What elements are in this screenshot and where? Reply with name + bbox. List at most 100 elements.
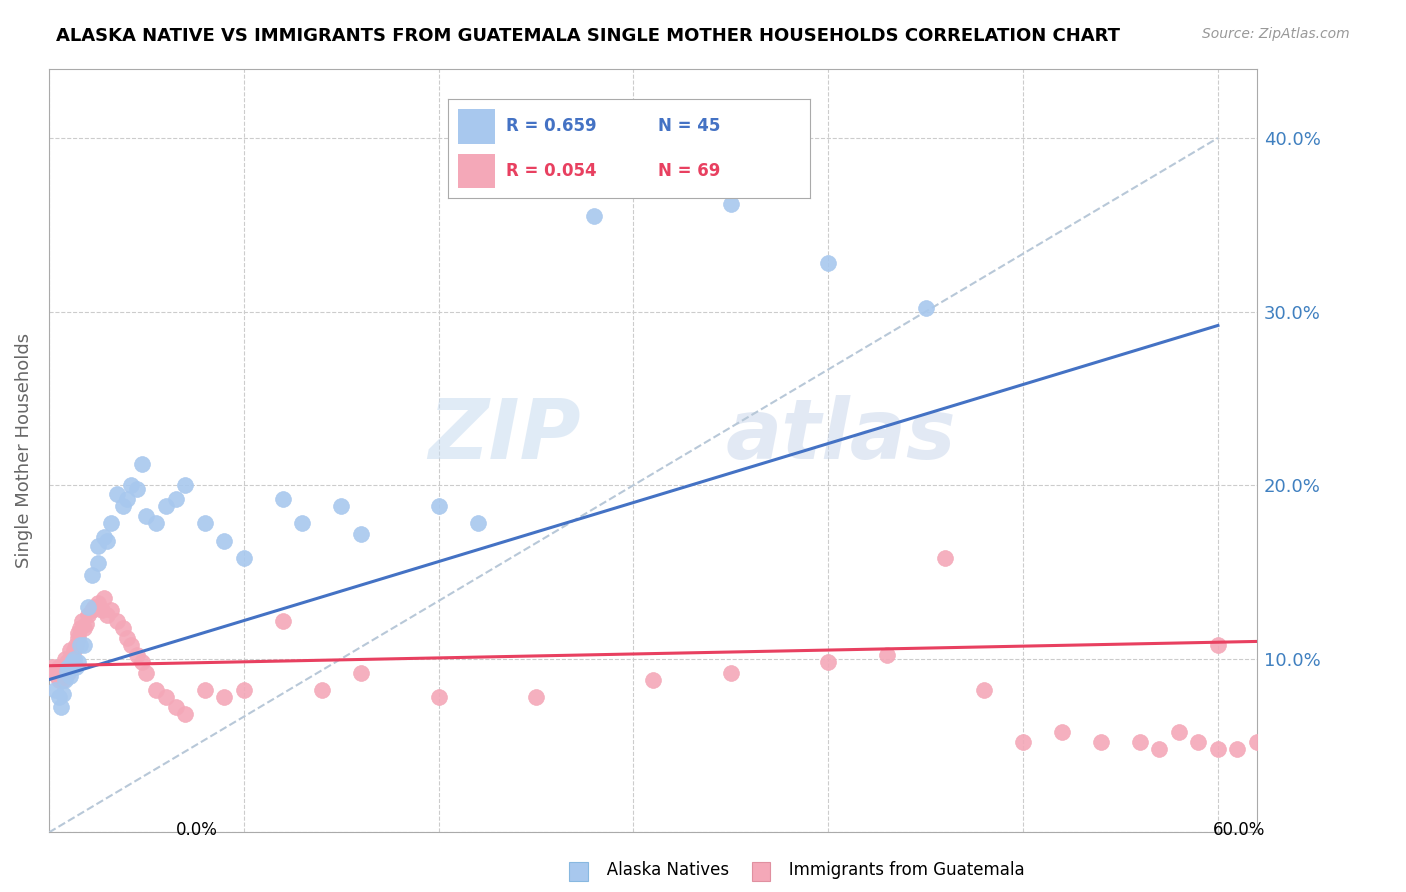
Point	[125, 648, 148, 663]
Point	[96, 608, 118, 623]
Text: Source: ZipAtlas.com: Source: ZipAtlas.com	[1202, 27, 1350, 41]
Point	[65, 660, 87, 674]
Point	[131, 655, 153, 669]
Point	[49, 700, 72, 714]
Point	[720, 197, 742, 211]
Point	[59, 669, 82, 683]
Point	[65, 638, 87, 652]
Point	[100, 516, 122, 531]
Point	[135, 509, 157, 524]
Point	[125, 482, 148, 496]
Point	[271, 614, 294, 628]
Point	[1090, 735, 1112, 749]
Point	[93, 530, 115, 544]
Y-axis label: Single Mother Households: Single Mother Households	[15, 333, 32, 568]
Point	[135, 665, 157, 680]
Point	[111, 621, 134, 635]
Point	[165, 700, 187, 714]
Point	[155, 499, 177, 513]
Point	[80, 568, 103, 582]
Point	[1246, 735, 1268, 749]
Point	[174, 478, 197, 492]
Point	[58, 665, 80, 680]
Point	[86, 539, 108, 553]
Point	[271, 491, 294, 506]
Point	[934, 551, 956, 566]
Point	[58, 660, 80, 674]
Point	[90, 603, 112, 617]
Point	[1129, 735, 1152, 749]
Point	[427, 499, 450, 513]
Point	[77, 599, 100, 614]
Point	[427, 690, 450, 704]
Point	[720, 665, 742, 680]
Point	[876, 648, 898, 663]
Text: Immigrants from Guatemala: Immigrants from Guatemala	[773, 861, 1025, 879]
Point	[49, 665, 72, 680]
Point	[1285, 735, 1308, 749]
Point	[93, 591, 115, 605]
Point	[100, 603, 122, 617]
Point	[83, 599, 105, 614]
Point	[1012, 735, 1035, 749]
Point	[120, 638, 142, 652]
Point	[53, 652, 76, 666]
Point	[174, 707, 197, 722]
Point	[44, 665, 66, 680]
Point	[48, 690, 70, 704]
Text: 60.0%: 60.0%	[1213, 821, 1265, 838]
Point	[52, 673, 75, 687]
Point	[350, 526, 373, 541]
Point	[973, 683, 995, 698]
Point	[53, 660, 76, 674]
Point	[55, 655, 77, 669]
Point	[52, 686, 75, 700]
Point	[214, 533, 236, 548]
Point	[1206, 638, 1229, 652]
Point	[1149, 742, 1171, 756]
Point	[70, 614, 93, 628]
Point	[145, 683, 167, 698]
Point	[1050, 724, 1073, 739]
Point	[817, 655, 839, 669]
Point	[55, 664, 77, 678]
Text: atlas: atlas	[725, 394, 956, 475]
Point	[214, 690, 236, 704]
Point	[291, 516, 314, 531]
Point	[914, 301, 936, 315]
Text: ZIP: ZIP	[427, 394, 581, 475]
Text: Alaska Natives: Alaska Natives	[591, 861, 728, 879]
Point	[583, 209, 606, 223]
Point	[53, 673, 76, 687]
Point	[96, 533, 118, 548]
Point	[44, 683, 66, 698]
Point	[45, 669, 67, 683]
Point	[59, 643, 82, 657]
Point	[131, 458, 153, 472]
Point	[350, 665, 373, 680]
Text: ALASKA NATIVE VS IMMIGRANTS FROM GUATEMALA SINGLE MOTHER HOUSEHOLDS CORRELATION : ALASKA NATIVE VS IMMIGRANTS FROM GUATEMA…	[56, 27, 1121, 45]
Point	[69, 638, 91, 652]
Point	[311, 683, 333, 698]
Point	[1187, 735, 1209, 749]
Point	[105, 614, 128, 628]
Point	[155, 690, 177, 704]
Point	[67, 625, 90, 640]
Point	[73, 621, 96, 635]
Point	[145, 516, 167, 531]
Point	[115, 631, 138, 645]
Point	[80, 603, 103, 617]
Point	[48, 660, 70, 674]
Point	[60, 660, 83, 674]
Point	[77, 608, 100, 623]
Point	[63, 652, 86, 666]
Point	[1206, 742, 1229, 756]
Point	[232, 551, 254, 566]
Point	[111, 499, 134, 513]
Point	[817, 256, 839, 270]
Point	[165, 491, 187, 506]
Point	[63, 643, 86, 657]
Point	[58, 655, 80, 669]
Point	[73, 638, 96, 652]
Point	[48, 673, 70, 687]
